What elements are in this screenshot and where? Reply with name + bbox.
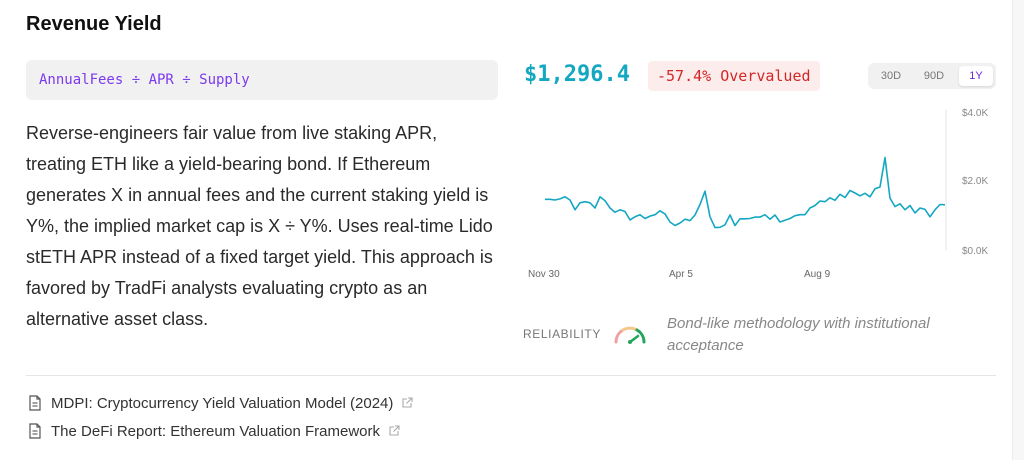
reliability-label: RELIABILITY	[523, 327, 601, 341]
fair-value-price: $1,296.4	[524, 62, 630, 87]
source-link-defi-report[interactable]: The DeFi Report: Ethereum Valuation Fram…	[28, 421, 400, 441]
reliability-text: Bond-like methodology with institutional…	[667, 315, 930, 354]
document-icon	[29, 395, 41, 411]
x-tick-label: Apr 5	[669, 269, 693, 280]
external-link-icon[interactable]	[388, 425, 400, 437]
divider	[26, 375, 996, 376]
range-selector: 30D 90D 1Y	[868, 63, 996, 89]
y-tick-label: $4.0K	[962, 108, 988, 119]
method-description: Reverse-engineers fair value from live s…	[26, 123, 493, 329]
document-icon	[29, 423, 41, 439]
formula-box: AnnualFees ÷ APR ÷ Supply	[26, 60, 498, 100]
card-title: Revenue Yield	[26, 13, 162, 35]
series-line	[545, 156, 946, 229]
y-tick-label: $0.0K	[962, 246, 988, 257]
source-link-mdpi[interactable]: MDPI: Cryptocurrency Yield Valuation Mod…	[28, 393, 413, 413]
valuation-badge: -57.4% Overvalued	[648, 61, 820, 91]
range-90d-button[interactable]: 90D	[923, 70, 945, 82]
source-text[interactable]: MDPI: Cryptocurrency Yield Valuation Mod…	[51, 394, 394, 412]
external-link-icon[interactable]	[401, 397, 413, 409]
gauge-icon	[614, 326, 646, 344]
range-30d-button[interactable]: 30D	[880, 70, 902, 82]
x-tick-label: Nov 30	[528, 269, 560, 280]
revenue-yield-chart: $4.0K $2.0K $0.0K Nov 30 Apr 5 Aug 9	[528, 108, 988, 280]
y-tick-label: $2.0K	[962, 176, 988, 187]
range-1y-button[interactable]: 1Y	[959, 66, 993, 86]
source-text[interactable]: The DeFi Report: Ethereum Valuation Fram…	[51, 422, 381, 440]
x-tick-label: Aug 9	[804, 269, 831, 280]
